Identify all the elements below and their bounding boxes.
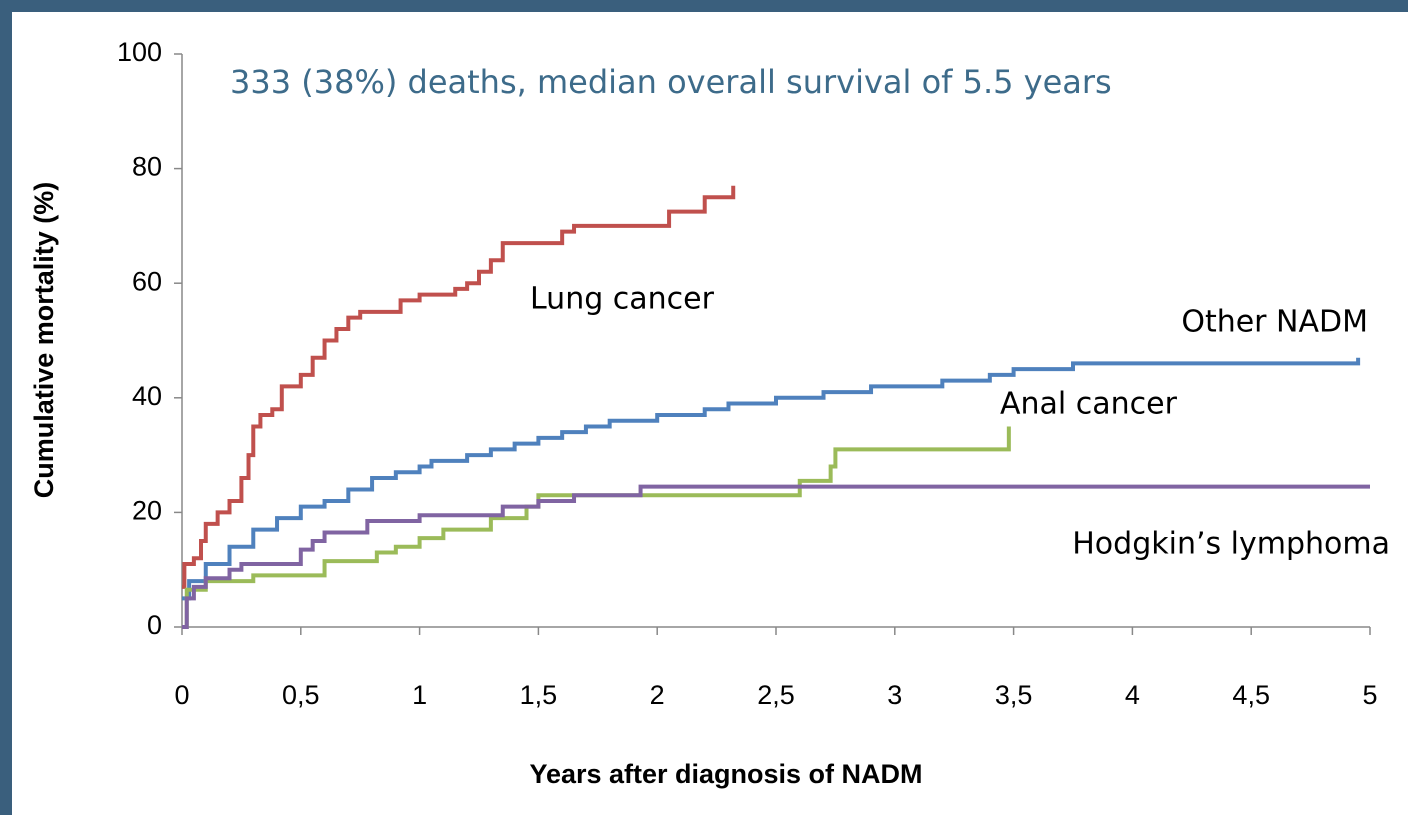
y-tick-label: 20: [132, 496, 162, 526]
series-line: [182, 185, 736, 589]
x-tick-label: 1: [412, 680, 427, 710]
x-tick-label: 5: [1362, 680, 1377, 710]
series-label: Hodgkin’s lymphoma: [1072, 527, 1390, 562]
x-tick-label: 4: [1125, 680, 1140, 710]
y-tick-label: 80: [132, 152, 162, 182]
series-label: Anal cancer: [1000, 387, 1178, 422]
series-line: [182, 426, 1011, 629]
y-tick-label: 60: [132, 266, 162, 296]
x-tick-label: 2,5: [757, 680, 795, 710]
series-line: [182, 357, 1361, 601]
x-tick-label: 0: [174, 680, 189, 710]
x-tick-label: 2: [650, 680, 665, 710]
series-line: [182, 484, 1370, 629]
y-tick-label: 40: [132, 381, 162, 411]
y-tick-label: 0: [147, 610, 162, 640]
x-tick-label: 1,5: [520, 680, 558, 710]
x-tick-label: 4,5: [1232, 680, 1270, 710]
x-tick-label: 3: [887, 680, 902, 710]
x-axis-title: Years after diagnosis of NADM: [529, 759, 922, 789]
series-label: Other NADM: [1181, 305, 1368, 340]
series-label: Lung cancer: [530, 282, 715, 317]
frame-top: [0, 0, 1408, 12]
x-tick-label: 0,5: [282, 680, 320, 710]
annotation: 333 (38%) deaths, median overall surviva…: [230, 63, 1112, 101]
y-tick-label: 100: [117, 37, 162, 67]
x-tick-label: 3,5: [995, 680, 1033, 710]
frame-left: [0, 0, 12, 815]
y-axis-title: Cumulative mortality (%): [29, 182, 59, 499]
